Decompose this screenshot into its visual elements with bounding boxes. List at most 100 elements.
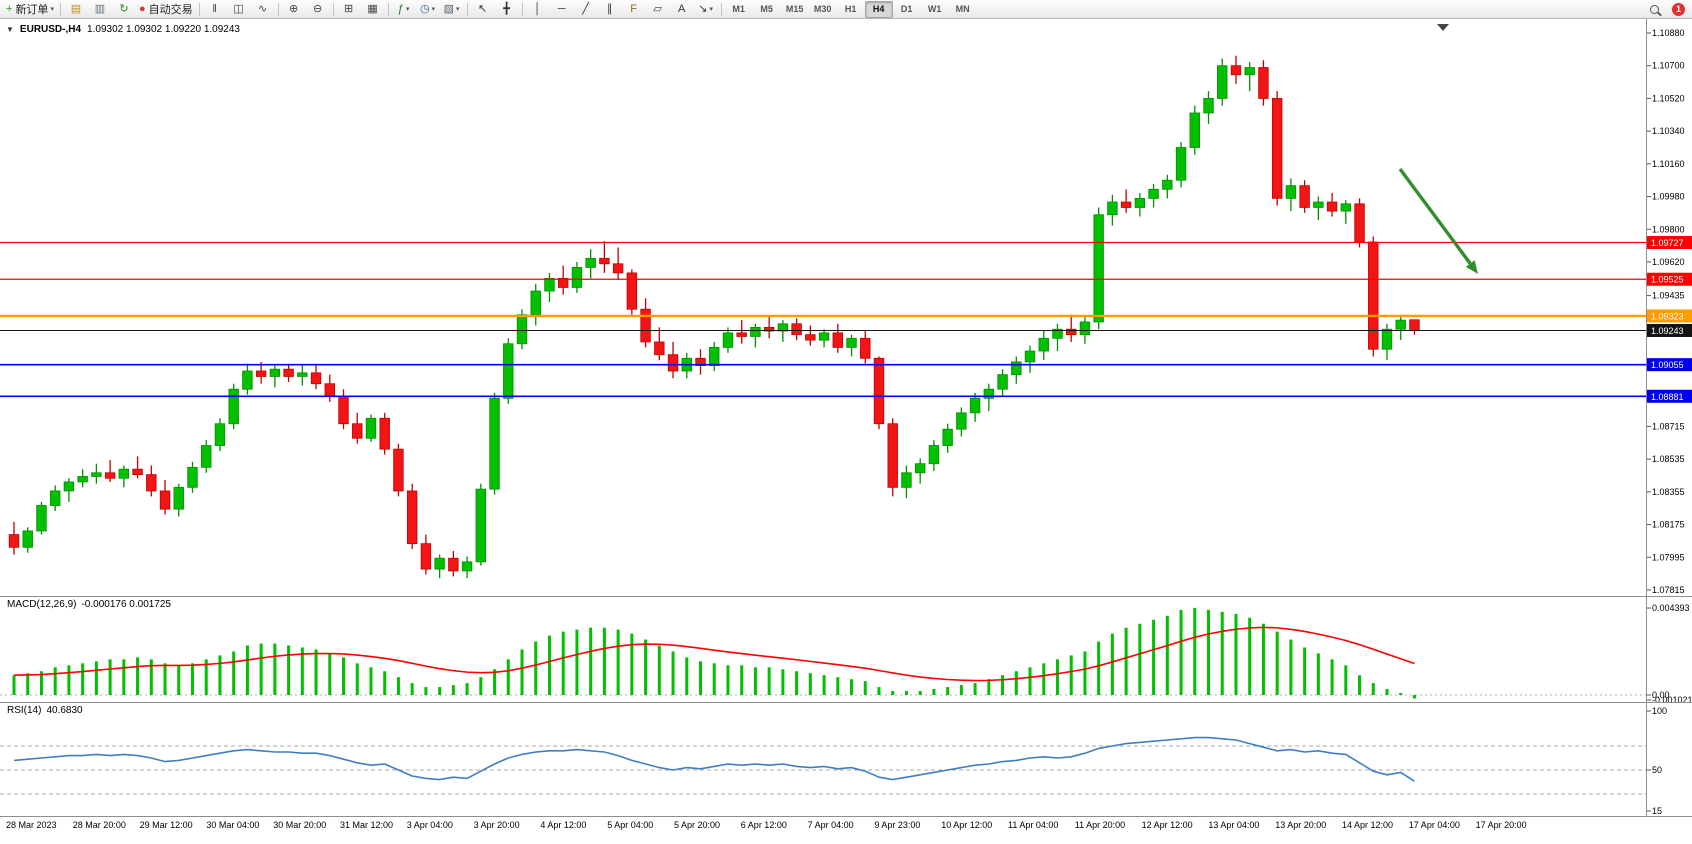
time-axis-label: 30 Mar 20:00 — [273, 820, 327, 830]
rsi-panel-canvas[interactable]: 100 50 15 — [0, 703, 1692, 816]
candle-body — [956, 412, 967, 430]
trendline-button[interactable]: ╱ — [574, 0, 598, 18]
timeframe-mn-button[interactable]: MN — [955, 4, 970, 14]
candlestick-chart-button[interactable]: ◫ — [227, 0, 251, 18]
panel-divider[interactable] — [0, 596, 1692, 597]
price-axis-border[interactable] — [1646, 19, 1647, 817]
candle-body — [269, 368, 281, 377]
candle-body — [406, 490, 418, 545]
timeframe-m5-button[interactable]: M5 — [760, 4, 773, 14]
main-chart-canvas[interactable]: 1.10880 1.10700 1.10520 1.10340 1.10160 1.099… — [0, 19, 1692, 596]
refresh-icon: ↻ — [119, 2, 129, 15]
candle-body — [709, 346, 720, 366]
time-axis-label: 6 Apr 12:00 — [740, 820, 787, 830]
macd-panel-canvas[interactable]: 0.004393 0.00-0.001021 — [0, 597, 1692, 702]
time-axis-label: 14 Apr 12:00 — [1342, 820, 1394, 830]
candle-body — [777, 323, 789, 332]
svg-text:1.09323: 1.09323 — [1651, 311, 1684, 321]
horizontal-line-button[interactable]: ─ — [550, 0, 574, 18]
arrows-button[interactable]: ↘ ▾ — [694, 0, 718, 18]
candle-body — [1409, 319, 1420, 331]
candle-body — [1271, 98, 1283, 199]
auto-arrange-button[interactable]: ▦ — [361, 0, 385, 18]
bar-chart-button[interactable]: ǁ — [203, 0, 227, 18]
cursor-button[interactable]: ↖ — [471, 0, 495, 18]
panel-divider[interactable] — [0, 702, 1692, 703]
indicators-button[interactable]: ƒ ▾ — [392, 0, 416, 18]
timeframe-h4-button[interactable]: H4 — [864, 0, 893, 18]
candle-body — [571, 267, 583, 288]
candle-body — [901, 472, 912, 488]
candle-body — [667, 354, 679, 372]
toolbar-separator — [387, 2, 389, 16]
time-axis[interactable]: 28 Mar 2023 28 Mar 20:00 29 Mar 12:00 30 Ma… — [0, 818, 1646, 844]
candle-body — [626, 272, 638, 310]
new-order-button[interactable]: + 新订单 ▾ — [3, 0, 57, 18]
timeframe-m30-button[interactable]: M30 — [813, 4, 832, 14]
text-button[interactable]: A — [670, 0, 694, 18]
channel-button[interactable]: ∥ — [598, 0, 622, 18]
candle-body — [393, 448, 404, 492]
time-axis-label: 13 Apr 20:00 — [1275, 820, 1327, 830]
toolbar-separator — [332, 2, 334, 16]
time-axis-label: 7 Apr 04:00 — [807, 820, 854, 830]
candle-body — [242, 370, 253, 390]
templates-button[interactable]: ▧ ▾ — [440, 0, 464, 18]
toolbar-separator — [59, 2, 61, 16]
tile-windows-button[interactable]: ⊞ — [337, 0, 361, 18]
candle-body — [8, 534, 20, 548]
price-axis-label: 1.10340 — [1652, 126, 1685, 136]
toolbar: + 新订单 ▾ ▤ ▥ ↻ ● 自动交易 ǁ ◫ ∿ ⊕ ⊖ ⊞ ▦ ƒ ▾ ◷ ▾ ▧ ▾ ↖ ╋ │ ─ ╱ ∥ F ▱ A ↘ ▾ M1… — [0, 0, 1692, 19]
price-axis-label: 1.07815 — [1652, 585, 1685, 595]
candle-body — [434, 557, 445, 570]
macd-label: MACD(12,26,9) — [7, 599, 77, 610]
one-click-collapse-arrow[interactable]: ▼ — [6, 25, 14, 34]
notification-badge[interactable]: 1 — [1672, 2, 1685, 16]
autotrading-button[interactable]: ● 自动交易 — [136, 0, 196, 18]
candle-body — [448, 557, 459, 572]
price-axis-label: 1.09620 — [1652, 257, 1685, 267]
price-axis-label: 1.10520 — [1652, 93, 1685, 103]
line-chart-button[interactable]: ∿ — [251, 0, 275, 18]
chart-window-icon: ▤ — [70, 2, 82, 15]
zoom-out-button[interactable]: ⊖ — [306, 0, 330, 18]
chart-shift-marker[interactable] — [1437, 24, 1449, 31]
candle-body — [983, 388, 995, 399]
trend-arrow-annotation[interactable] — [1398, 167, 1478, 274]
timeframe-m1-button[interactable]: M1 — [732, 4, 745, 14]
time-axis-label: 31 Mar 12:00 — [340, 820, 394, 830]
line-chart-icon: ∿ — [258, 2, 268, 15]
panel-divider[interactable] — [0, 816, 1692, 817]
search-button[interactable] — [1642, 0, 1666, 18]
timeframe-d1-button[interactable]: D1 — [900, 4, 913, 14]
arrow-tools-icon: ↘ — [698, 2, 708, 15]
svg-text:1.09525: 1.09525 — [1651, 275, 1684, 285]
refresh-button[interactable]: ↻ — [112, 0, 136, 18]
timeframe-h1-button[interactable]: H1 — [844, 4, 857, 14]
candle-body — [1052, 328, 1063, 339]
print-button[interactable]: ▥ — [88, 0, 112, 18]
candles — [8, 55, 1420, 579]
time-axis-label: 13 Apr 04:00 — [1208, 820, 1260, 830]
crosshair-button[interactable]: ╋ — [495, 0, 519, 18]
svg-text:1.09055: 1.09055 — [1651, 360, 1684, 370]
text-icon: A — [677, 2, 686, 15]
price-axis-label: 1.08715 — [1652, 421, 1685, 431]
fibonacci-button[interactable]: F — [622, 0, 646, 18]
timeframe-m15-button[interactable]: M15 — [785, 4, 804, 14]
candle-body — [338, 396, 349, 425]
charts-button[interactable]: ▤ — [64, 0, 88, 18]
candle-body — [461, 561, 473, 572]
candle-body — [640, 308, 651, 343]
shapes-icon: ▱ — [653, 2, 662, 15]
svg-text:1.09243: 1.09243 — [1651, 326, 1684, 336]
zoom-in-button[interactable]: ⊕ — [282, 0, 306, 18]
candle-body — [942, 428, 953, 446]
periods-button[interactable]: ◷ ▾ — [416, 0, 440, 18]
price-axis[interactable]: 1.10880 1.10700 1.10520 1.10340 1.10160 1.099… — [1646, 28, 1685, 595]
shapes-button[interactable]: ▱ — [646, 0, 670, 18]
timeframe-w1-button[interactable]: W1 — [927, 4, 942, 14]
time-axis-label: 28 Mar 2023 — [6, 820, 57, 830]
price-axis-label: 1.09435 — [1652, 291, 1685, 301]
vertical-line-button[interactable]: │ — [526, 0, 550, 18]
